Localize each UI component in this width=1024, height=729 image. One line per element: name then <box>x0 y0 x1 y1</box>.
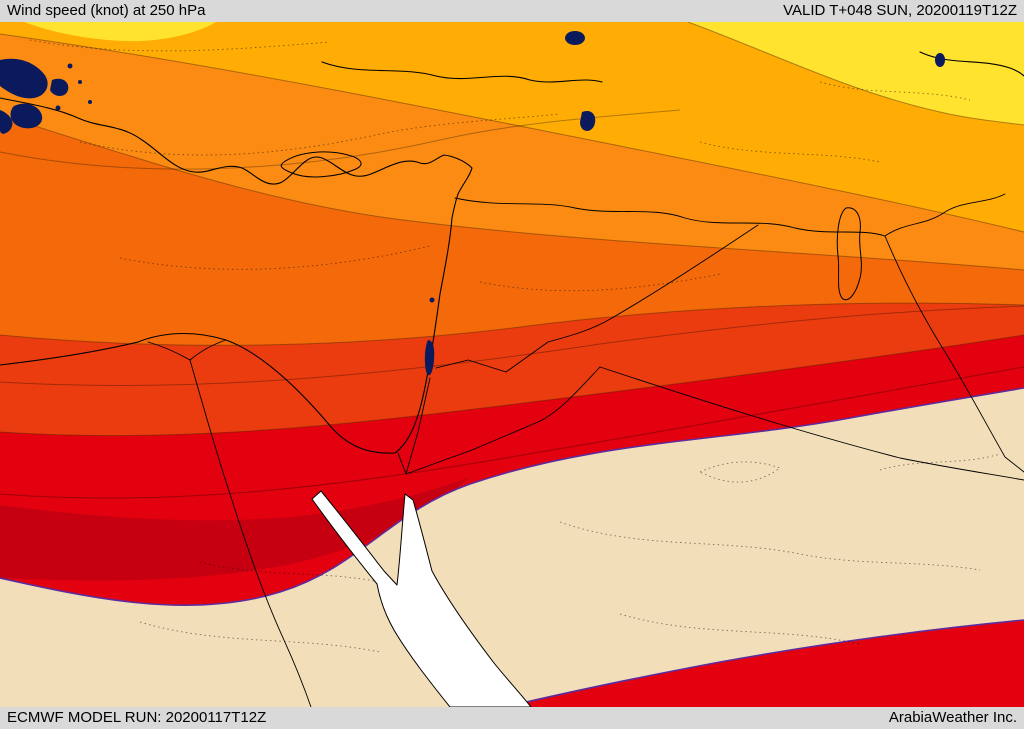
contour-line-orange-dark <box>0 114 1024 271</box>
cyprus-outline <box>280 151 362 178</box>
lake-tuz <box>565 31 585 45</box>
contour-line-dark-scarlet <box>0 302 1024 346</box>
mediterranean-coastline <box>0 97 473 454</box>
dotted-district-lines <box>29 39 1001 653</box>
red-sea-water <box>311 490 532 707</box>
nile-river <box>189 359 312 707</box>
band-crimson <box>0 477 470 581</box>
border-turkey-syria-iraq <box>454 197 886 237</box>
yellow-patch-northwest <box>24 22 216 42</box>
band-red-strip <box>505 620 1024 707</box>
contour-line-amber-orange <box>0 33 1024 233</box>
border-iran-iraq <box>884 235 1024 473</box>
border-jordan-saudi <box>405 366 601 475</box>
footer-bar: ECMWF MODEL RUN: 20200117T12Z ArabiaWeat… <box>0 707 1024 729</box>
intermediate-contour-3 <box>0 366 1024 499</box>
brand: ArabiaWeather Inc. <box>888 709 1017 726</box>
border-wadi-araba <box>405 377 431 475</box>
purple-contour-beige-boundary <box>0 387 1024 607</box>
border-syria-iraq <box>547 224 759 343</box>
lake-urmia-outline <box>836 207 862 301</box>
sea-of-galilee <box>429 297 435 303</box>
lake-turkey-2 <box>580 110 596 131</box>
band-beige <box>0 388 1024 707</box>
nile-delta-east-branch <box>189 339 227 361</box>
country-borders <box>397 193 1024 481</box>
aegean-water <box>0 58 92 134</box>
model-run: ECMWF MODEL RUN: 20200117T12Z <box>7 709 267 726</box>
contour-line-yellow-amber <box>687 22 1024 126</box>
dead-sea <box>424 340 435 376</box>
border-egypt-israel <box>397 452 407 475</box>
border-iran-northeast <box>884 193 1006 237</box>
border-jordan-zigzag <box>435 341 549 373</box>
wind-map-svg <box>0 22 1024 707</box>
lake-northeast <box>935 53 945 67</box>
nile-delta-west-branch <box>147 341 191 361</box>
valid-time: VALID T+048 SUN, 20200119T12Z <box>783 2 1017 19</box>
purple-contour-strip-boundary <box>504 619 1024 707</box>
map-canvas <box>0 22 1024 707</box>
black-sea-coastline <box>321 61 603 83</box>
contour-line-scarlet-red <box>0 334 1024 437</box>
intermediate-contour-2 <box>0 305 1024 387</box>
border-iraq-saudi <box>599 366 1024 481</box>
map-title: Wind speed (knot) at 250 hPa <box>7 2 206 19</box>
header-bar: Wind speed (knot) at 250 hPa VALID T+048… <box>0 0 1024 22</box>
